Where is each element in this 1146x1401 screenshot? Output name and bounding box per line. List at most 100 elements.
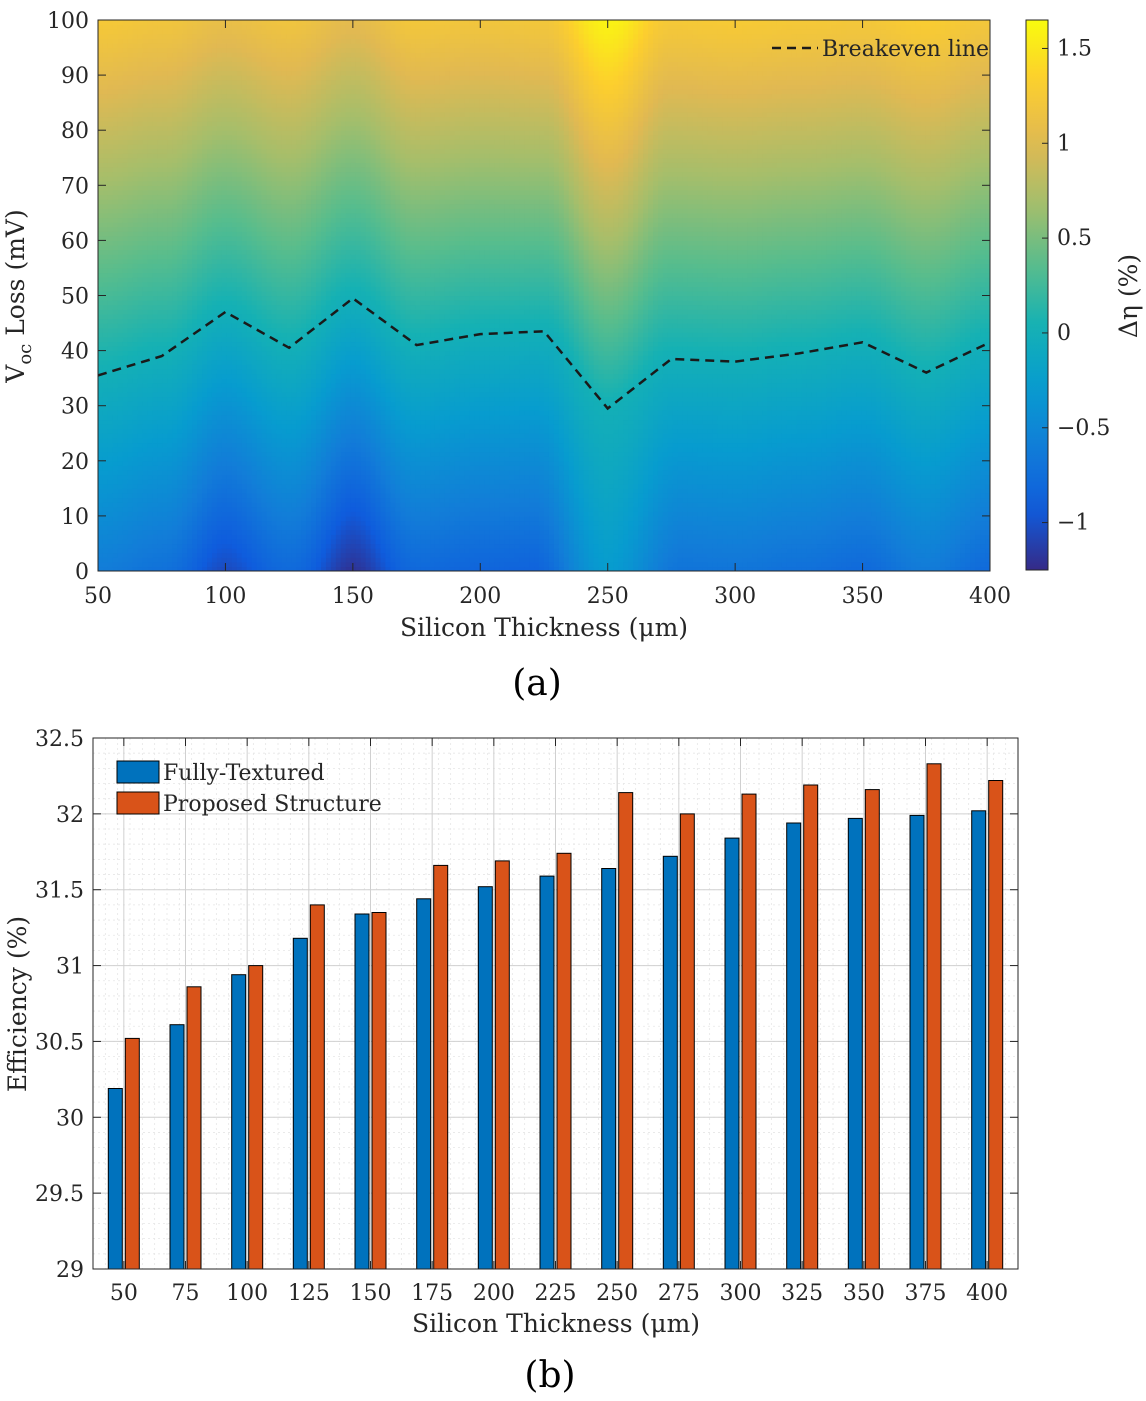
heatmap-cell [142, 258, 149, 264]
heatmap-cell [122, 139, 129, 145]
heatmap-cell [241, 93, 248, 99]
heatmap-cell [98, 346, 104, 352]
heatmap-cell [211, 414, 218, 421]
heatmap-cell [246, 244, 253, 251]
heatmap-cell [221, 42, 228, 49]
heatmap-cell [246, 561, 253, 568]
heatmap-cell [291, 277, 297, 283]
heatmap-cell [147, 61, 154, 67]
heatmap-cell [127, 148, 134, 154]
heatmap-cell [107, 410, 114, 416]
heatmap-cell [291, 414, 297, 421]
heatmap-cell [187, 437, 193, 444]
heatmap-cell [162, 116, 168, 122]
heatmap-cell [102, 336, 109, 343]
heatmap-cell [98, 318, 104, 324]
heatmap-cell [241, 153, 248, 159]
heatmap-cell [296, 47, 302, 53]
heatmap-cell [182, 33, 188, 39]
heatmap-cell [117, 162, 124, 168]
heatmap-cell [286, 102, 292, 108]
heatmap-cell [142, 38, 149, 44]
heatmap-cell [226, 304, 233, 310]
heatmap-cell [197, 116, 203, 122]
heatmap-cell [127, 424, 134, 430]
heatmap-cell [172, 267, 178, 274]
heatmap-cell [172, 515, 178, 522]
heatmap-cell [177, 263, 183, 269]
heatmap-cell [286, 525, 292, 531]
heatmap-cell [207, 166, 213, 173]
heatmap-cell [301, 332, 307, 338]
heatmap-cell [216, 189, 223, 196]
heatmap-cell [266, 217, 273, 223]
heatmap-cell [241, 456, 248, 462]
heatmap-cell [241, 309, 248, 315]
heatmap-cell [241, 410, 248, 416]
heatmap-cell [122, 538, 129, 545]
heatmap-cell [167, 258, 173, 264]
heatmap-cell [246, 75, 253, 81]
heatmap-cell [281, 254, 287, 260]
heatmap-cell [182, 134, 188, 140]
heatmap-cell [187, 323, 193, 329]
heatmap-cell [231, 130, 238, 136]
heatmap-cell [102, 240, 109, 246]
heatmap-cell [157, 254, 164, 260]
heatmap-cell [246, 143, 253, 150]
heatmap-cell [157, 176, 164, 182]
heatmap-cell [261, 304, 268, 310]
heatmap-cell [112, 61, 119, 67]
heatmap-cell [167, 382, 173, 388]
heatmap-cell [177, 217, 183, 223]
heatmap-cell [112, 465, 119, 471]
heatmap-cell [162, 350, 168, 356]
heatmap-cell [132, 355, 139, 361]
heatmap-cell [98, 474, 104, 480]
heatmap-cell [271, 20, 277, 26]
heatmap-cell [261, 373, 268, 379]
heatmap-cell [162, 437, 168, 444]
heatmap-cell [256, 281, 263, 287]
heatmap-cell [102, 185, 109, 191]
heatmap-cell [256, 502, 263, 508]
heatmap-cell [261, 93, 268, 99]
heatmap-cell [197, 300, 203, 306]
heatmap-cell [231, 65, 238, 72]
heatmap-cell [98, 433, 104, 439]
heatmap-cell [107, 552, 114, 558]
heatmap-cell [187, 561, 193, 568]
heatmap-cell [202, 396, 208, 402]
heatmap-cell [231, 157, 238, 163]
heatmap-cell [291, 401, 297, 407]
heatmap-cell [102, 121, 109, 127]
heatmap-cell [226, 263, 233, 269]
heatmap-cell [231, 552, 238, 558]
heatmap-cell [122, 474, 129, 480]
heatmap-cell [221, 272, 228, 278]
heatmap-cell [98, 506, 104, 512]
heatmap-cell [137, 272, 144, 278]
heatmap-cell [187, 267, 193, 274]
heatmap-cell [207, 401, 213, 407]
heatmap-cell [122, 208, 129, 214]
heatmap-cell [276, 387, 282, 393]
heatmap-cell [112, 511, 119, 517]
heatmap-cell [182, 323, 188, 329]
heatmap-cell [167, 130, 173, 136]
heatmap-cell [98, 502, 104, 508]
heatmap-cell [98, 391, 104, 398]
heatmap-cell [147, 258, 154, 264]
heatmap-cell [112, 111, 119, 118]
heatmap-cell [132, 208, 139, 214]
heatmap-cell [281, 313, 287, 320]
heatmap-cell [162, 267, 168, 274]
heatmap-cell [157, 304, 164, 310]
heatmap-cell [122, 176, 129, 182]
heatmap-cell [157, 189, 164, 196]
heatmap-cell [122, 111, 129, 118]
heatmap-cell [172, 125, 178, 131]
heatmap-cell [211, 139, 218, 145]
heatmap-cell [291, 29, 297, 35]
heatmap-cell [197, 231, 203, 237]
